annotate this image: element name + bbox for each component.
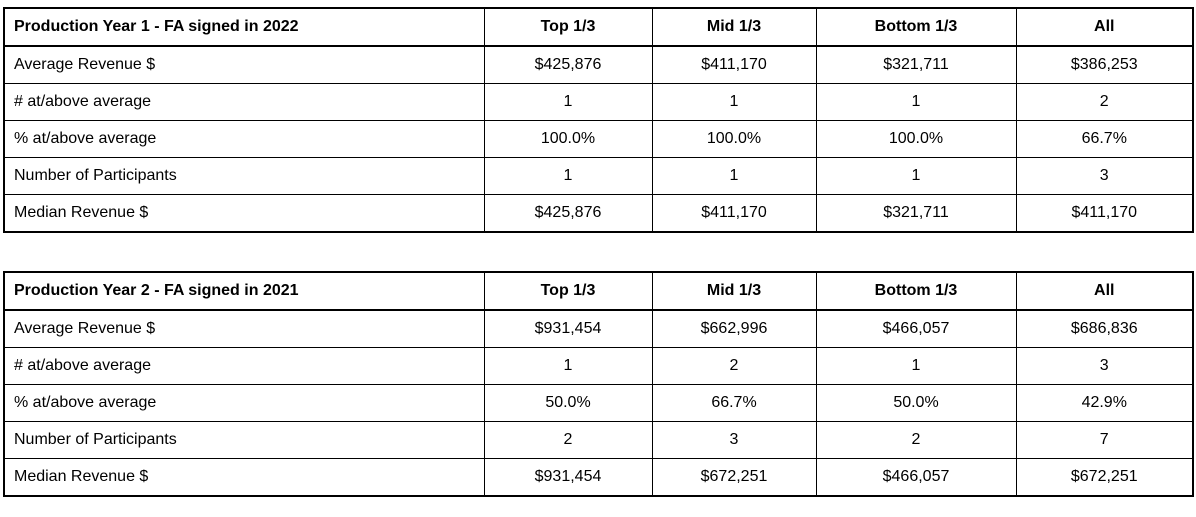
table-row: % at/above average 100.0% 100.0% 100.0% … <box>3 120 1194 158</box>
production-year-2-table: Production Year 2 - FA signed in 2021 To… <box>3 271 1194 497</box>
cell-value: $411,170 <box>651 45 817 84</box>
cell-value: 50.0% <box>483 384 653 422</box>
cell-value: 1 <box>483 83 653 121</box>
table-title: Production Year 1 - FA signed in 2022 <box>3 7 485 47</box>
column-header-bottom-third: Bottom 1/3 <box>815 271 1017 311</box>
cell-value: $411,170 <box>1015 194 1194 233</box>
cell-value: $662,996 <box>651 309 817 348</box>
column-header-top-third: Top 1/3 <box>483 7 653 47</box>
table-row: Median Revenue $ $931,454 $672,251 $466,… <box>3 458 1194 497</box>
column-header-mid-third: Mid 1/3 <box>651 271 817 311</box>
table-row: # at/above average 1 2 1 3 <box>3 347 1194 385</box>
cell-value: 50.0% <box>815 384 1017 422</box>
cell-value: $686,836 <box>1015 309 1194 348</box>
header-row: Production Year 2 - FA signed in 2021 To… <box>3 271 1194 311</box>
row-label: Median Revenue $ <box>3 458 485 497</box>
row-label: # at/above average <box>3 347 485 385</box>
cell-value: 1 <box>815 347 1017 385</box>
cell-value: $466,057 <box>815 309 1017 348</box>
cell-value: 100.0% <box>815 120 1017 158</box>
row-label: % at/above average <box>3 384 485 422</box>
cell-value: 3 <box>1015 347 1194 385</box>
cell-value: $321,711 <box>815 194 1017 233</box>
cell-value: 3 <box>651 421 817 459</box>
column-header-mid-third: Mid 1/3 <box>651 7 817 47</box>
row-label: Number of Participants <box>3 421 485 459</box>
row-label: Number of Participants <box>3 157 485 195</box>
cell-value: 1 <box>483 347 653 385</box>
cell-value: $672,251 <box>651 458 817 497</box>
cell-value: $425,876 <box>483 45 653 84</box>
row-label: Average Revenue $ <box>3 309 485 348</box>
row-label: % at/above average <box>3 120 485 158</box>
table-row: Number of Participants 1 1 1 3 <box>3 157 1194 195</box>
cell-value: 100.0% <box>651 120 817 158</box>
table-row: Median Revenue $ $425,876 $411,170 $321,… <box>3 194 1194 233</box>
cell-value: 7 <box>1015 421 1194 459</box>
cell-value: 1 <box>815 157 1017 195</box>
cell-value: $411,170 <box>651 194 817 233</box>
table-title: Production Year 2 - FA signed in 2021 <box>3 271 485 311</box>
cell-value: 42.9% <box>1015 384 1194 422</box>
cell-value: 1 <box>815 83 1017 121</box>
column-header-all: All <box>1015 271 1194 311</box>
header-row: Production Year 1 - FA signed in 2022 To… <box>3 7 1194 47</box>
cell-value: $466,057 <box>815 458 1017 497</box>
table-row: Average Revenue $ $425,876 $411,170 $321… <box>3 45 1194 84</box>
cell-value: $931,454 <box>483 309 653 348</box>
cell-value: $321,711 <box>815 45 1017 84</box>
cell-value: 66.7% <box>651 384 817 422</box>
column-header-bottom-third: Bottom 1/3 <box>815 7 1017 47</box>
row-label: Median Revenue $ <box>3 194 485 233</box>
table-row: Average Revenue $ $931,454 $662,996 $466… <box>3 309 1194 348</box>
cell-value: 2 <box>483 421 653 459</box>
table-row: % at/above average 50.0% 66.7% 50.0% 42.… <box>3 384 1194 422</box>
table-row: Number of Participants 2 3 2 7 <box>3 421 1194 459</box>
row-label: Average Revenue $ <box>3 45 485 84</box>
column-header-all: All <box>1015 7 1194 47</box>
cell-value: 100.0% <box>483 120 653 158</box>
cell-value: 2 <box>815 421 1017 459</box>
cell-value: $931,454 <box>483 458 653 497</box>
cell-value: 2 <box>651 347 817 385</box>
cell-value: 3 <box>1015 157 1194 195</box>
table-row: # at/above average 1 1 1 2 <box>3 83 1194 121</box>
cell-value: $672,251 <box>1015 458 1194 497</box>
cell-value: 1 <box>651 83 817 121</box>
cell-value: 1 <box>651 157 817 195</box>
cell-value: 66.7% <box>1015 120 1194 158</box>
row-label: # at/above average <box>3 83 485 121</box>
cell-value: 1 <box>483 157 653 195</box>
cell-value: 2 <box>1015 83 1194 121</box>
column-header-top-third: Top 1/3 <box>483 271 653 311</box>
cell-value: $425,876 <box>483 194 653 233</box>
production-year-1-table: Production Year 1 - FA signed in 2022 To… <box>3 7 1194 233</box>
cell-value: $386,253 <box>1015 45 1194 84</box>
